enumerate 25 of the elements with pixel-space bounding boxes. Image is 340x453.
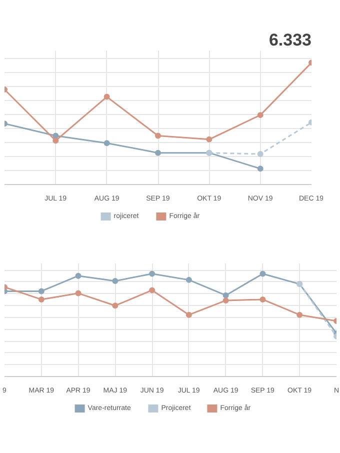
point (104, 140, 110, 146)
point (155, 132, 161, 139)
point (52, 138, 59, 144)
point (260, 296, 266, 302)
point (186, 276, 192, 283)
point (149, 287, 156, 294)
point (257, 112, 264, 118)
point (155, 150, 161, 156)
point (257, 166, 264, 172)
point (257, 151, 264, 158)
point (186, 312, 192, 318)
point (260, 270, 266, 277)
point (75, 272, 82, 279)
point (206, 136, 212, 142)
point (38, 288, 44, 294)
point (112, 278, 118, 284)
point (222, 297, 229, 304)
point (75, 290, 82, 296)
point (112, 302, 118, 309)
point (222, 292, 229, 298)
point (296, 312, 303, 318)
chart-title: 6.333 (268, 30, 312, 50)
point (38, 296, 44, 302)
point (149, 270, 156, 277)
point (104, 94, 110, 100)
